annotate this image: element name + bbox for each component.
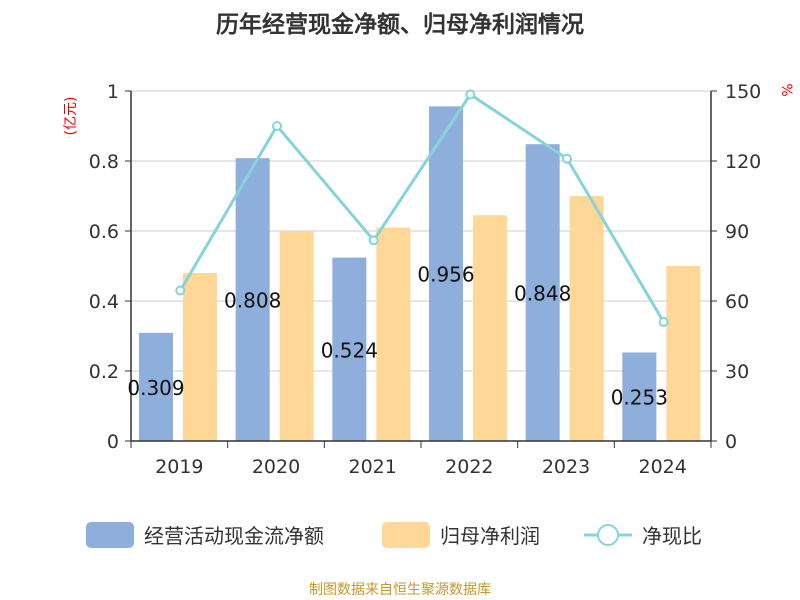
cashflow-data-label: 0.253 (611, 386, 668, 410)
net-profit-bar (279, 231, 314, 441)
legend-label-ratio: 净现比 (642, 524, 702, 548)
net-profit-bar (183, 273, 217, 441)
source-note: 制图数据来自恒生聚源数据库 (309, 582, 491, 598)
right-tick-label: 30 (725, 361, 749, 383)
cashflow-bar (622, 352, 657, 441)
x-tick-label: 2020 (252, 456, 300, 478)
ratio-point (175, 285, 186, 296)
right-axis-unit: % (778, 83, 794, 96)
cashflow-bar (429, 106, 463, 442)
left-tick-label: 0.6 (89, 221, 119, 243)
cashflow-data-label: 0.848 (514, 282, 571, 306)
cashflow-data-label: 0.956 (417, 263, 474, 287)
ratio-point (562, 153, 572, 164)
x-tick-label: 2024 (638, 456, 686, 478)
net-profit-bar (473, 215, 507, 441)
right-tick-label: 120 (725, 151, 761, 173)
left-tick-label: 1 (107, 81, 119, 103)
right-tick-label: 90 (725, 221, 749, 243)
left-tick-label: 0.8 (89, 151, 119, 173)
ratio-point (658, 317, 669, 327)
cashflow-bar (235, 158, 270, 441)
cashflow-bar (139, 332, 173, 441)
cashflow-data-label: 0.309 (127, 376, 184, 400)
x-tick-label: 2022 (445, 456, 493, 478)
x-tick-label: 2021 (348, 456, 396, 478)
x-tick-label: 2019 (155, 456, 203, 478)
ratio-point (272, 121, 282, 131)
right-tick-label: 150 (725, 81, 761, 103)
ratio-point (368, 235, 379, 246)
legend-swatch-net-profit (382, 522, 430, 548)
legend-label-cashflow: 经营活动现金流净额 (144, 524, 324, 548)
legend-swatch-cashflow (86, 522, 134, 548)
chart-title: 历年经营现金净额、归母净利润情况 (216, 11, 584, 38)
legend-label-net-profit: 归母净利润 (440, 524, 540, 548)
ratio-line (179, 92, 665, 323)
left-tick-label: 0 (107, 431, 119, 453)
cashflow-data-label: 0.524 (321, 338, 378, 362)
left-axis-unit: (亿元) (63, 97, 79, 136)
right-tick-label: 0 (725, 431, 737, 453)
cashflow-data-label: 0.808 (224, 289, 281, 313)
cashflow-bar (525, 144, 560, 441)
ratio-point (465, 89, 476, 100)
legend-marker-ratio (597, 524, 619, 546)
left-tick-label: 0.4 (89, 291, 119, 313)
net-profit-bar (376, 227, 411, 441)
net-profit-bar (569, 196, 604, 441)
x-tick-label: 2023 (542, 456, 590, 478)
right-tick-label: 60 (725, 291, 749, 313)
left-tick-label: 0.2 (89, 361, 119, 383)
cashflow-bar (332, 257, 367, 441)
net-profit-bar (666, 266, 701, 441)
